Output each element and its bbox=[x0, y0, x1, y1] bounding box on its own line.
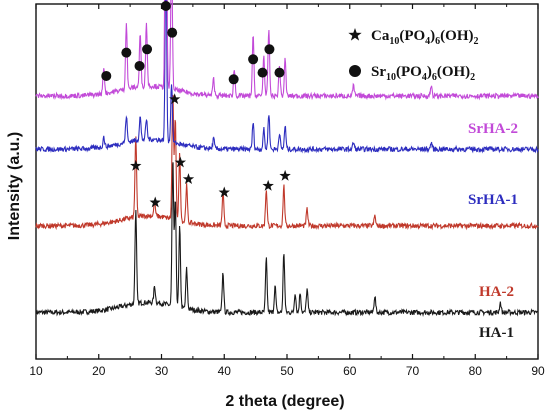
star-marker bbox=[182, 173, 195, 185]
legend-dot-icon bbox=[349, 65, 361, 77]
x-tick-label: 40 bbox=[218, 364, 232, 378]
dot-marker bbox=[257, 67, 268, 78]
series-label-ha-2: HA-2 bbox=[479, 284, 514, 300]
series-label-srha-1: SrHA-1 bbox=[468, 192, 518, 208]
x-tick-label: 30 bbox=[155, 364, 169, 378]
star-marker bbox=[279, 169, 291, 181]
series-line-ha-2 bbox=[35, 94, 539, 231]
x-tick-label: 50 bbox=[280, 364, 294, 378]
x-tick-label: 10 bbox=[29, 364, 43, 378]
series-line-srha-2 bbox=[35, 0, 539, 101]
dot-marker bbox=[134, 60, 145, 71]
x-axis-title: 2 theta (degree) bbox=[225, 393, 344, 410]
marker-layer bbox=[101, 1, 291, 208]
y-axis-title: Intensity (a.u.) bbox=[6, 132, 23, 240]
legend: Ca10(PO4)6(OH)2 Sr10(PO4)6(OH)2 bbox=[348, 28, 479, 83]
star-marker bbox=[130, 159, 142, 171]
dot-marker bbox=[248, 54, 259, 65]
series-layer: HA-1 HA-2 SrHA-1 SrHA-2 bbox=[35, 0, 539, 341]
dot-marker bbox=[228, 74, 239, 85]
dot-marker bbox=[142, 44, 153, 55]
dot-marker bbox=[167, 27, 178, 38]
star-marker bbox=[149, 196, 161, 208]
x-tick-label: 60 bbox=[343, 364, 357, 378]
legend-star-icon bbox=[348, 28, 362, 41]
star-marker bbox=[168, 93, 181, 105]
plot-area bbox=[35, 3, 539, 360]
star-marker bbox=[262, 179, 274, 191]
series-line-ha-1 bbox=[35, 162, 539, 317]
series-label-ha-1: HA-1 bbox=[479, 325, 514, 341]
x-tick-label: 70 bbox=[406, 364, 420, 378]
plot-frame bbox=[35, 3, 539, 360]
x-tick-label: 90 bbox=[531, 364, 545, 378]
dot-marker bbox=[274, 67, 285, 78]
legend-text: Ca10(PO4)6(OH)2 bbox=[371, 28, 479, 47]
x-tick-label: 20 bbox=[92, 364, 106, 378]
legend-text: Sr10(PO4)6(OH)2 bbox=[371, 64, 475, 83]
x-tick-label: 80 bbox=[469, 364, 483, 378]
star-marker bbox=[218, 186, 230, 198]
series-label-srha-2: SrHA-2 bbox=[468, 121, 518, 137]
axes-layer: 10 20 30 40 50 60 70 80 90 bbox=[29, 4, 545, 378]
series-line-srha-1 bbox=[35, 0, 539, 154]
dot-marker bbox=[101, 70, 112, 81]
dot-marker bbox=[160, 1, 171, 12]
dot-marker bbox=[264, 44, 275, 55]
dot-marker bbox=[121, 47, 132, 58]
star-marker bbox=[174, 156, 187, 168]
